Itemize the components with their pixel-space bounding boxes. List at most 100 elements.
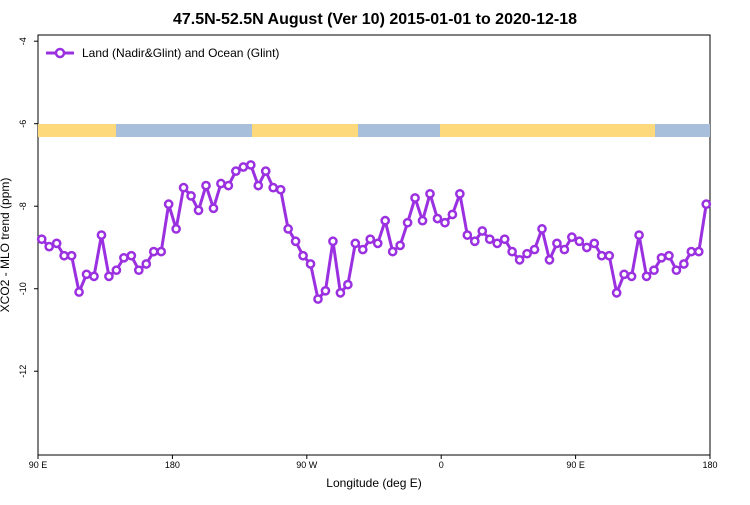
data-point: [537, 224, 547, 234]
data-point: [253, 180, 264, 191]
data-point: [66, 250, 77, 261]
data-point: [455, 188, 465, 199]
data-point: [245, 160, 256, 170]
data-point: [425, 188, 435, 199]
data-point: [596, 250, 607, 261]
y-tick-label: -4: [18, 37, 28, 45]
data-point: [626, 271, 637, 282]
land-band: [38, 124, 116, 137]
data-point: [365, 234, 376, 245]
data-point: [36, 234, 47, 245]
data-point: [492, 238, 503, 249]
legend-marker: [54, 47, 66, 59]
data-point: [104, 271, 114, 282]
data-point: [559, 244, 570, 255]
land-ocean-strip: [38, 124, 710, 137]
data-point: [74, 287, 84, 297]
data-point: [178, 182, 189, 193]
data-point: [133, 265, 144, 276]
data-point: [260, 166, 271, 176]
data-point: [231, 166, 241, 176]
ocean-band: [358, 124, 440, 137]
y-tick-label: -6: [18, 120, 28, 128]
plot-frame: [37, 34, 711, 456]
data-point: [410, 193, 420, 203]
x-tick-label: 180: [165, 460, 180, 470]
data-point: [395, 240, 405, 251]
data-point: [693, 246, 704, 257]
data-point: [507, 246, 517, 257]
data-point: [544, 255, 555, 265]
data-point: [216, 178, 226, 189]
data-point: [89, 271, 99, 282]
data-point: [664, 250, 674, 261]
data-point: [686, 246, 697, 257]
data-point: [201, 180, 211, 191]
data-point: [193, 205, 204, 216]
land-band: [440, 124, 655, 137]
y-tick-label: -8: [18, 202, 28, 210]
data-point: [119, 252, 129, 263]
data-point: [619, 269, 629, 280]
data-point: [499, 234, 510, 245]
data-point: [283, 224, 293, 234]
data-point: [514, 255, 525, 265]
data-point: [141, 259, 152, 269]
x-tick-label: 90 E: [29, 460, 48, 470]
land-band: [252, 124, 358, 137]
data-point: [350, 238, 361, 249]
data-point: [357, 244, 368, 255]
data-point: [238, 162, 249, 172]
data-point: [156, 246, 167, 257]
data-point: [163, 199, 174, 210]
data-point: [679, 259, 689, 269]
data-point: [148, 246, 159, 257]
data-point: [589, 238, 600, 249]
data-point: [186, 191, 196, 201]
y-axis-label: XCO2 - MLO trend (ppm): [0, 178, 12, 313]
x-axis-label: Longitude (deg E): [326, 476, 421, 490]
data-point: [641, 271, 652, 282]
data-point: [313, 294, 323, 304]
data-point: [611, 288, 622, 298]
ocean-band: [655, 124, 710, 137]
data-point: [469, 236, 480, 247]
data-point: [581, 242, 592, 253]
data-point: [567, 232, 577, 243]
series-line: [40, 163, 708, 303]
data-point: [447, 209, 458, 220]
data-point: [462, 230, 473, 240]
data-point: [529, 244, 540, 255]
data-point: [126, 250, 137, 261]
data-point: [387, 246, 398, 257]
data-point: [96, 230, 107, 240]
x-tick-label: 180: [702, 460, 717, 470]
data-point: [574, 236, 585, 247]
data-point: [290, 236, 301, 247]
data-point: [335, 288, 346, 298]
data-point: [372, 238, 383, 249]
legend-label: Land (Nadir&Glint) and Ocean (Glint): [82, 46, 279, 60]
data-point: [305, 259, 316, 269]
data-point: [343, 279, 353, 290]
data-point: [522, 248, 532, 259]
chart-title: 47.5N-52.5N August (Ver 10) 2015-01-01 t…: [173, 11, 577, 28]
data-point: [51, 238, 62, 249]
data-point: [208, 203, 219, 214]
data-point: [111, 265, 122, 276]
data-point: [432, 213, 443, 224]
data-point: [440, 217, 450, 228]
data-point: [328, 236, 338, 247]
data-point: [44, 241, 55, 252]
data-point: [417, 215, 428, 226]
data-point: [320, 285, 331, 296]
data-point: [477, 226, 488, 236]
data-point: [552, 238, 562, 249]
data-point: [171, 224, 181, 234]
data-point: [275, 184, 286, 195]
x-tick-label: 90 W: [296, 460, 318, 470]
data-point: [484, 234, 495, 245]
data-point: [649, 265, 659, 276]
